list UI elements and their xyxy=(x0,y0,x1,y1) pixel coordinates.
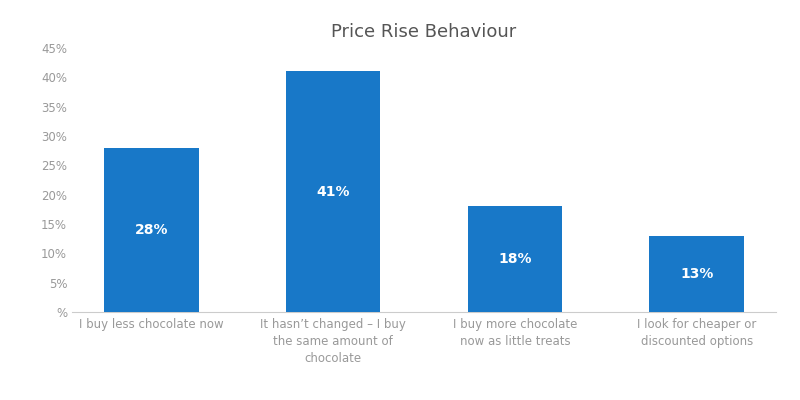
Bar xyxy=(650,236,744,312)
Bar xyxy=(104,148,198,312)
Text: 41%: 41% xyxy=(316,185,350,199)
Text: 13%: 13% xyxy=(680,267,714,281)
Bar xyxy=(286,72,380,312)
Title: Price Rise Behaviour: Price Rise Behaviour xyxy=(331,23,517,41)
Text: 28%: 28% xyxy=(134,223,168,237)
Bar xyxy=(468,206,562,312)
Text: 18%: 18% xyxy=(498,252,532,266)
